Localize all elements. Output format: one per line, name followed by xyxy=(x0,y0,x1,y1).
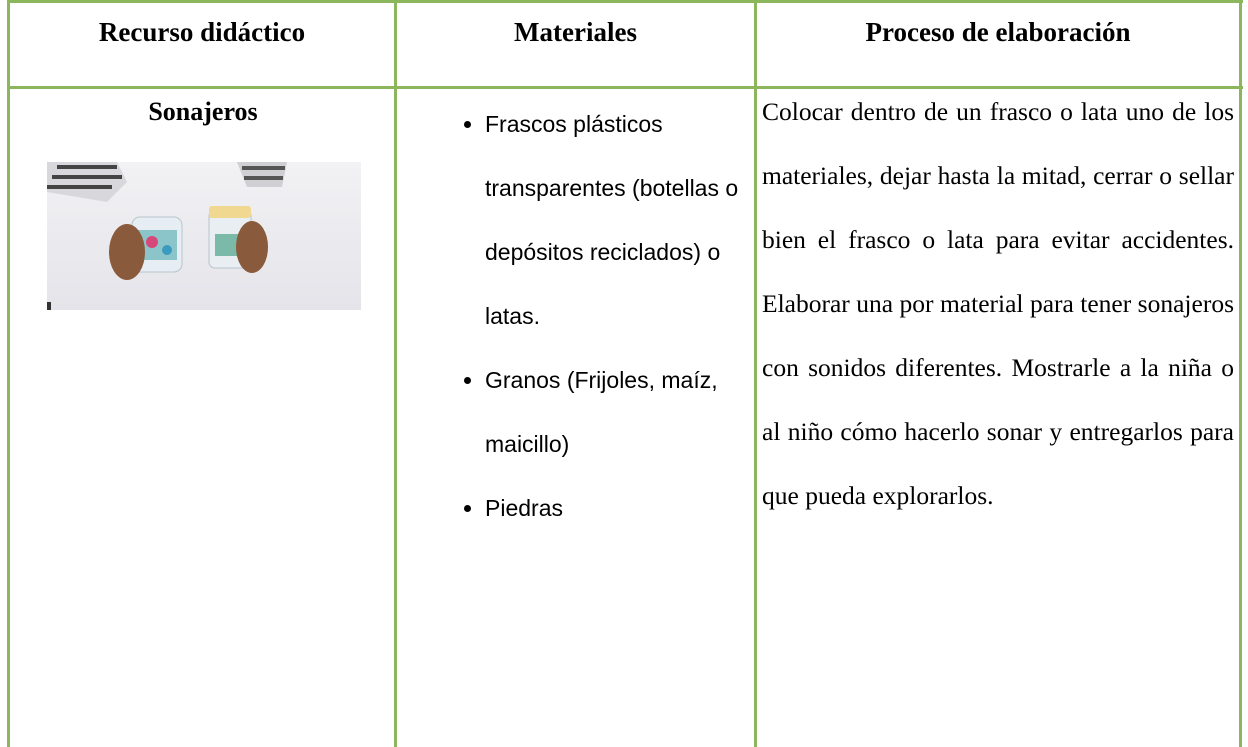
photo xyxy=(47,162,361,310)
border xyxy=(8,86,1243,89)
header-cell: Recurso didáctico xyxy=(98,17,306,47)
border xyxy=(1239,0,1242,747)
process-text: Colocar dentro de un frasco o lata uno d… xyxy=(762,97,1234,510)
resource-name: Sonajeros xyxy=(148,97,258,126)
border xyxy=(754,0,757,747)
material-item: Piedras xyxy=(485,476,752,540)
header-cell: Proceso de elaboración xyxy=(865,17,1131,47)
material-item: Frascos plásticos transparentes (botella… xyxy=(485,92,752,348)
border xyxy=(7,0,10,747)
materials-list: Frascos plásticos transparentes (botella… xyxy=(440,92,752,540)
border xyxy=(8,0,1243,3)
material-item: Granos (Frijoles, maíz, maicillo) xyxy=(485,348,752,476)
header-cell: Materiales xyxy=(514,17,637,47)
border xyxy=(394,0,397,747)
